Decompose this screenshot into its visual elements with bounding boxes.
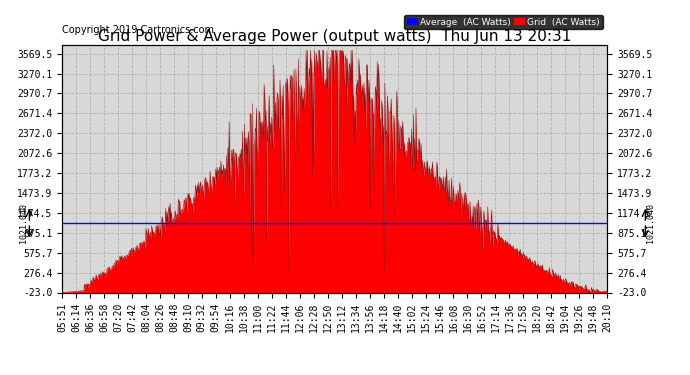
- Text: Copyright 2019 Cartronics.com: Copyright 2019 Cartronics.com: [62, 25, 214, 35]
- Text: 1021.040: 1021.040: [19, 203, 28, 243]
- Text: 1021.040: 1021.040: [647, 203, 656, 243]
- Legend: Average  (AC Watts), Grid  (AC Watts): Average (AC Watts), Grid (AC Watts): [404, 15, 602, 29]
- Title: Grid Power & Average Power (output watts)  Thu Jun 13 20:31: Grid Power & Average Power (output watts…: [98, 29, 571, 44]
